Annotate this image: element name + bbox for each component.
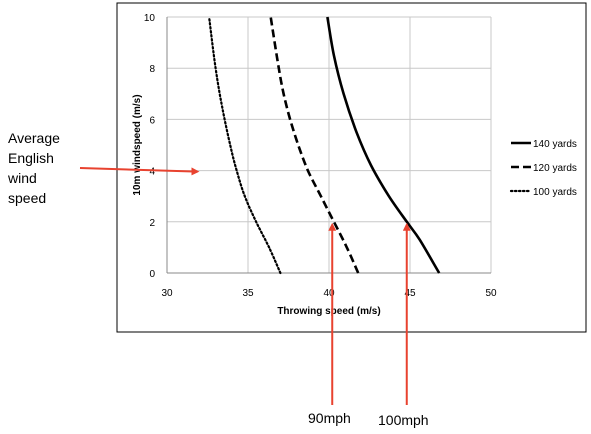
series-line-120-yards <box>269 16 360 274</box>
annotation-90mph: 90mph <box>308 410 351 426</box>
y-tick-label-10: 10 <box>144 13 156 24</box>
y-tick-labels: 0 2 4 6 8 10 <box>144 13 156 280</box>
y-axis-title: 10m windspeed (m/s) <box>132 94 143 195</box>
x-tick-label-35: 35 <box>242 288 254 299</box>
wind-speed-annotation: Average English wind speed <box>8 128 60 208</box>
y-tick-label-2: 2 <box>149 218 155 229</box>
arrow-wind-speed <box>79 167 200 176</box>
y-tick-label-8: 8 <box>149 64 155 75</box>
annotation-arrows <box>79 167 411 405</box>
x-tick-label-45: 45 <box>404 288 416 299</box>
x-axis-title: Throwing speed (m/s) <box>277 306 380 317</box>
wind-label-line2: English <box>8 150 54 166</box>
series-line-140-yards <box>326 16 441 274</box>
y-tick-label-4: 4 <box>149 167 155 178</box>
x-tick-label-40: 40 <box>323 288 335 299</box>
series-lines <box>208 15 441 275</box>
y-tick-label-0: 0 <box>149 269 155 280</box>
x-tick-label-30: 30 <box>161 288 173 299</box>
annotation-100mph: 100mph <box>378 412 429 428</box>
x-tick-labels: 30 35 40 45 50 <box>161 288 497 299</box>
plot-border <box>166 17 491 274</box>
legend-label-120-yards: 120 yards <box>533 163 577 174</box>
y-tick-label-6: 6 <box>149 115 155 126</box>
legend-label-100-yards: 100 yards <box>533 187 577 198</box>
x-tick-label-50: 50 <box>485 288 497 299</box>
wind-label-line3: wind <box>8 170 37 186</box>
legend-label-140-yards: 140 yards <box>533 139 577 150</box>
series-line-100-yards <box>208 15 282 275</box>
wind-label-line4: speed <box>8 190 47 206</box>
legend: 140 yards 120 yards 100 yards <box>509 139 577 198</box>
wind-label-line1: Average <box>8 130 60 146</box>
